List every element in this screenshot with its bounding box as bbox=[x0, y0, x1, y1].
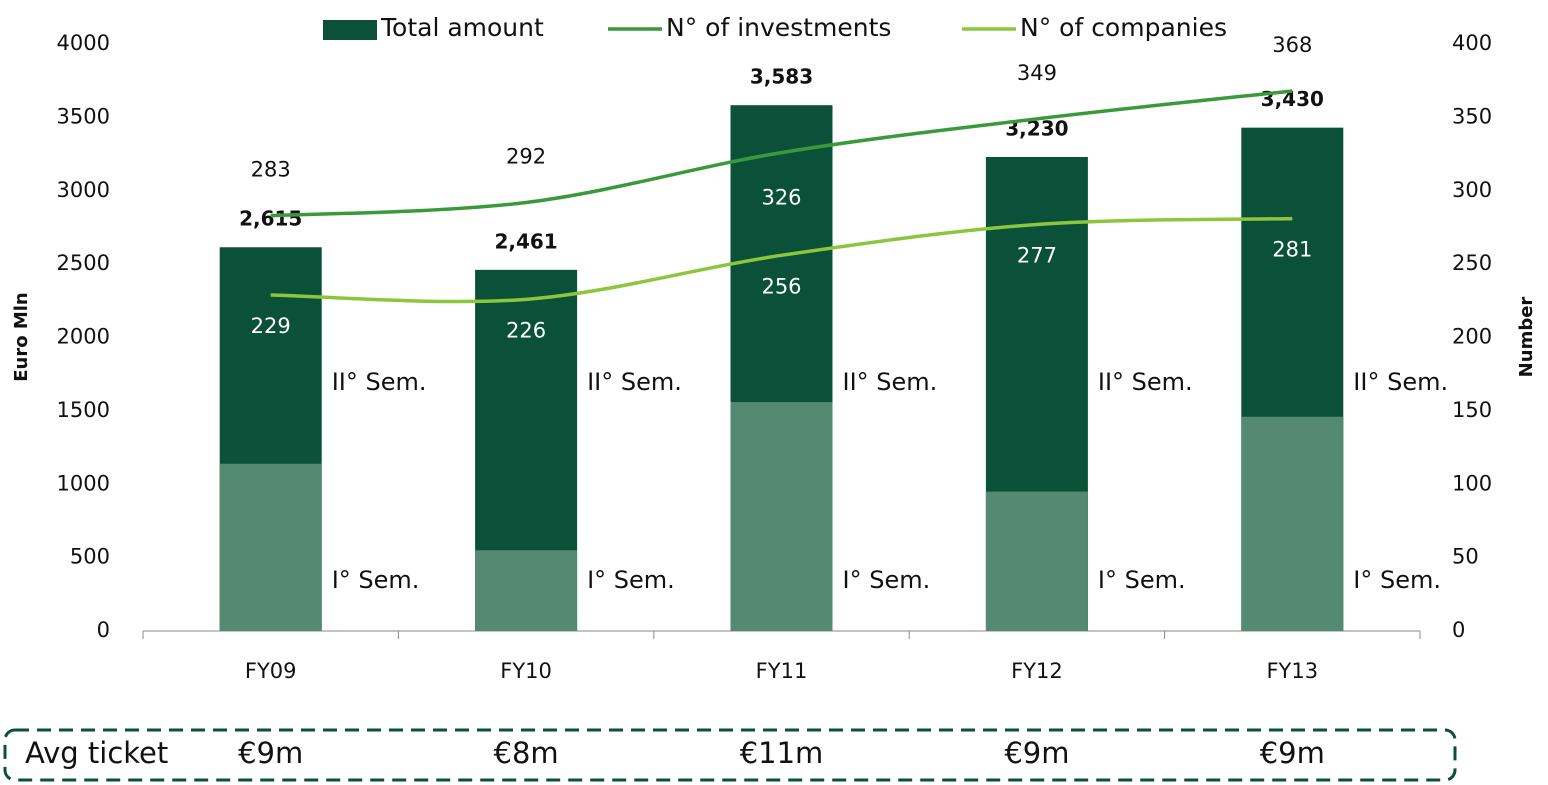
line-value-label: 226 bbox=[506, 318, 546, 342]
y2-tick-label: 300 bbox=[1452, 178, 1492, 202]
line-value-label: 277 bbox=[1017, 244, 1057, 268]
line-value-label: 281 bbox=[1272, 238, 1312, 262]
y-tick-label: 500 bbox=[70, 545, 110, 569]
y2-tick-label: 100 bbox=[1452, 471, 1492, 495]
y-tick-label: 3000 bbox=[57, 178, 110, 202]
y-tick-label: 4000 bbox=[57, 31, 110, 55]
segment-label: II° Sem. bbox=[1353, 368, 1448, 396]
y-tick-label: 2500 bbox=[57, 251, 110, 275]
bar-value-label: 3,583 bbox=[750, 65, 813, 89]
line-value-label: 256 bbox=[761, 274, 801, 298]
y2-tick-label: 200 bbox=[1452, 325, 1492, 349]
y2-tick-label: 400 bbox=[1452, 31, 1492, 55]
line-value-label: 368 bbox=[1272, 33, 1312, 57]
y-tick-label: 2000 bbox=[57, 325, 110, 349]
category-label: FY13 bbox=[1266, 659, 1318, 683]
segment-label: II° Sem. bbox=[1098, 368, 1193, 396]
segment-label: I° Sem. bbox=[587, 566, 675, 594]
legend-label: N° of investments bbox=[666, 13, 891, 42]
avg-ticket-box bbox=[3, 728, 1457, 782]
segment-label: II° Sem. bbox=[843, 368, 938, 396]
y2-tick-label: 0 bbox=[1452, 618, 1465, 642]
y2-tick-label: 50 bbox=[1452, 545, 1479, 569]
segment-label: II° Sem. bbox=[332, 368, 427, 396]
y2-tick-label: 150 bbox=[1452, 398, 1492, 422]
segment-label: I° Sem. bbox=[332, 566, 420, 594]
bar-first-semester bbox=[475, 550, 578, 631]
avg-ticket-label: Avg ticket bbox=[25, 736, 168, 770]
segment-label: I° Sem. bbox=[1353, 566, 1441, 594]
bar-first-semester bbox=[219, 463, 322, 631]
legend-label: N° of companies bbox=[1020, 13, 1227, 42]
category-label: FY09 bbox=[245, 659, 297, 683]
bar-value-label: 2,461 bbox=[494, 229, 557, 253]
avg-ticket-value: €8m bbox=[494, 736, 559, 770]
segment-label: II° Sem. bbox=[587, 368, 682, 396]
bar-value-label: 3,430 bbox=[1261, 87, 1324, 111]
line bbox=[270, 89, 1293, 218]
bar-first-semester bbox=[1241, 416, 1344, 631]
avg-ticket-value: €9m bbox=[1260, 736, 1325, 770]
y2-axis-label: Number bbox=[1516, 297, 1537, 378]
y-tick-label: 1000 bbox=[57, 471, 110, 495]
legend-swatch bbox=[323, 20, 377, 40]
category-label: FY11 bbox=[756, 659, 808, 683]
y-tick-label: 3500 bbox=[57, 104, 110, 128]
bar-first-semester bbox=[730, 402, 833, 631]
y-tick-label: 1500 bbox=[57, 398, 110, 422]
line-value-label: 292 bbox=[506, 144, 546, 168]
line-value-label: 229 bbox=[251, 314, 291, 338]
line-value-label: 349 bbox=[1017, 61, 1057, 85]
segment-label: I° Sem. bbox=[843, 566, 931, 594]
y2-tick-label: 350 bbox=[1452, 104, 1492, 128]
line-value-label: 326 bbox=[761, 186, 801, 210]
bar-value-label: 2,615 bbox=[239, 207, 302, 231]
avg-ticket-value: €9m bbox=[238, 736, 303, 770]
y-axis-label: Euro Mln bbox=[11, 292, 32, 382]
line bbox=[270, 216, 1293, 304]
y2-tick-label: 250 bbox=[1452, 251, 1492, 275]
legend-label: Total amount bbox=[380, 13, 544, 42]
y-tick-label: 0 bbox=[97, 618, 110, 642]
bar-first-semester bbox=[985, 491, 1088, 631]
avg-ticket-value: €11m bbox=[740, 736, 824, 770]
segment-label: I° Sem. bbox=[1098, 566, 1186, 594]
category-label: FY10 bbox=[500, 659, 552, 683]
avg-ticket-value: €9m bbox=[1004, 736, 1069, 770]
line-value-label: 283 bbox=[251, 158, 291, 182]
category-label: FY12 bbox=[1011, 659, 1063, 683]
